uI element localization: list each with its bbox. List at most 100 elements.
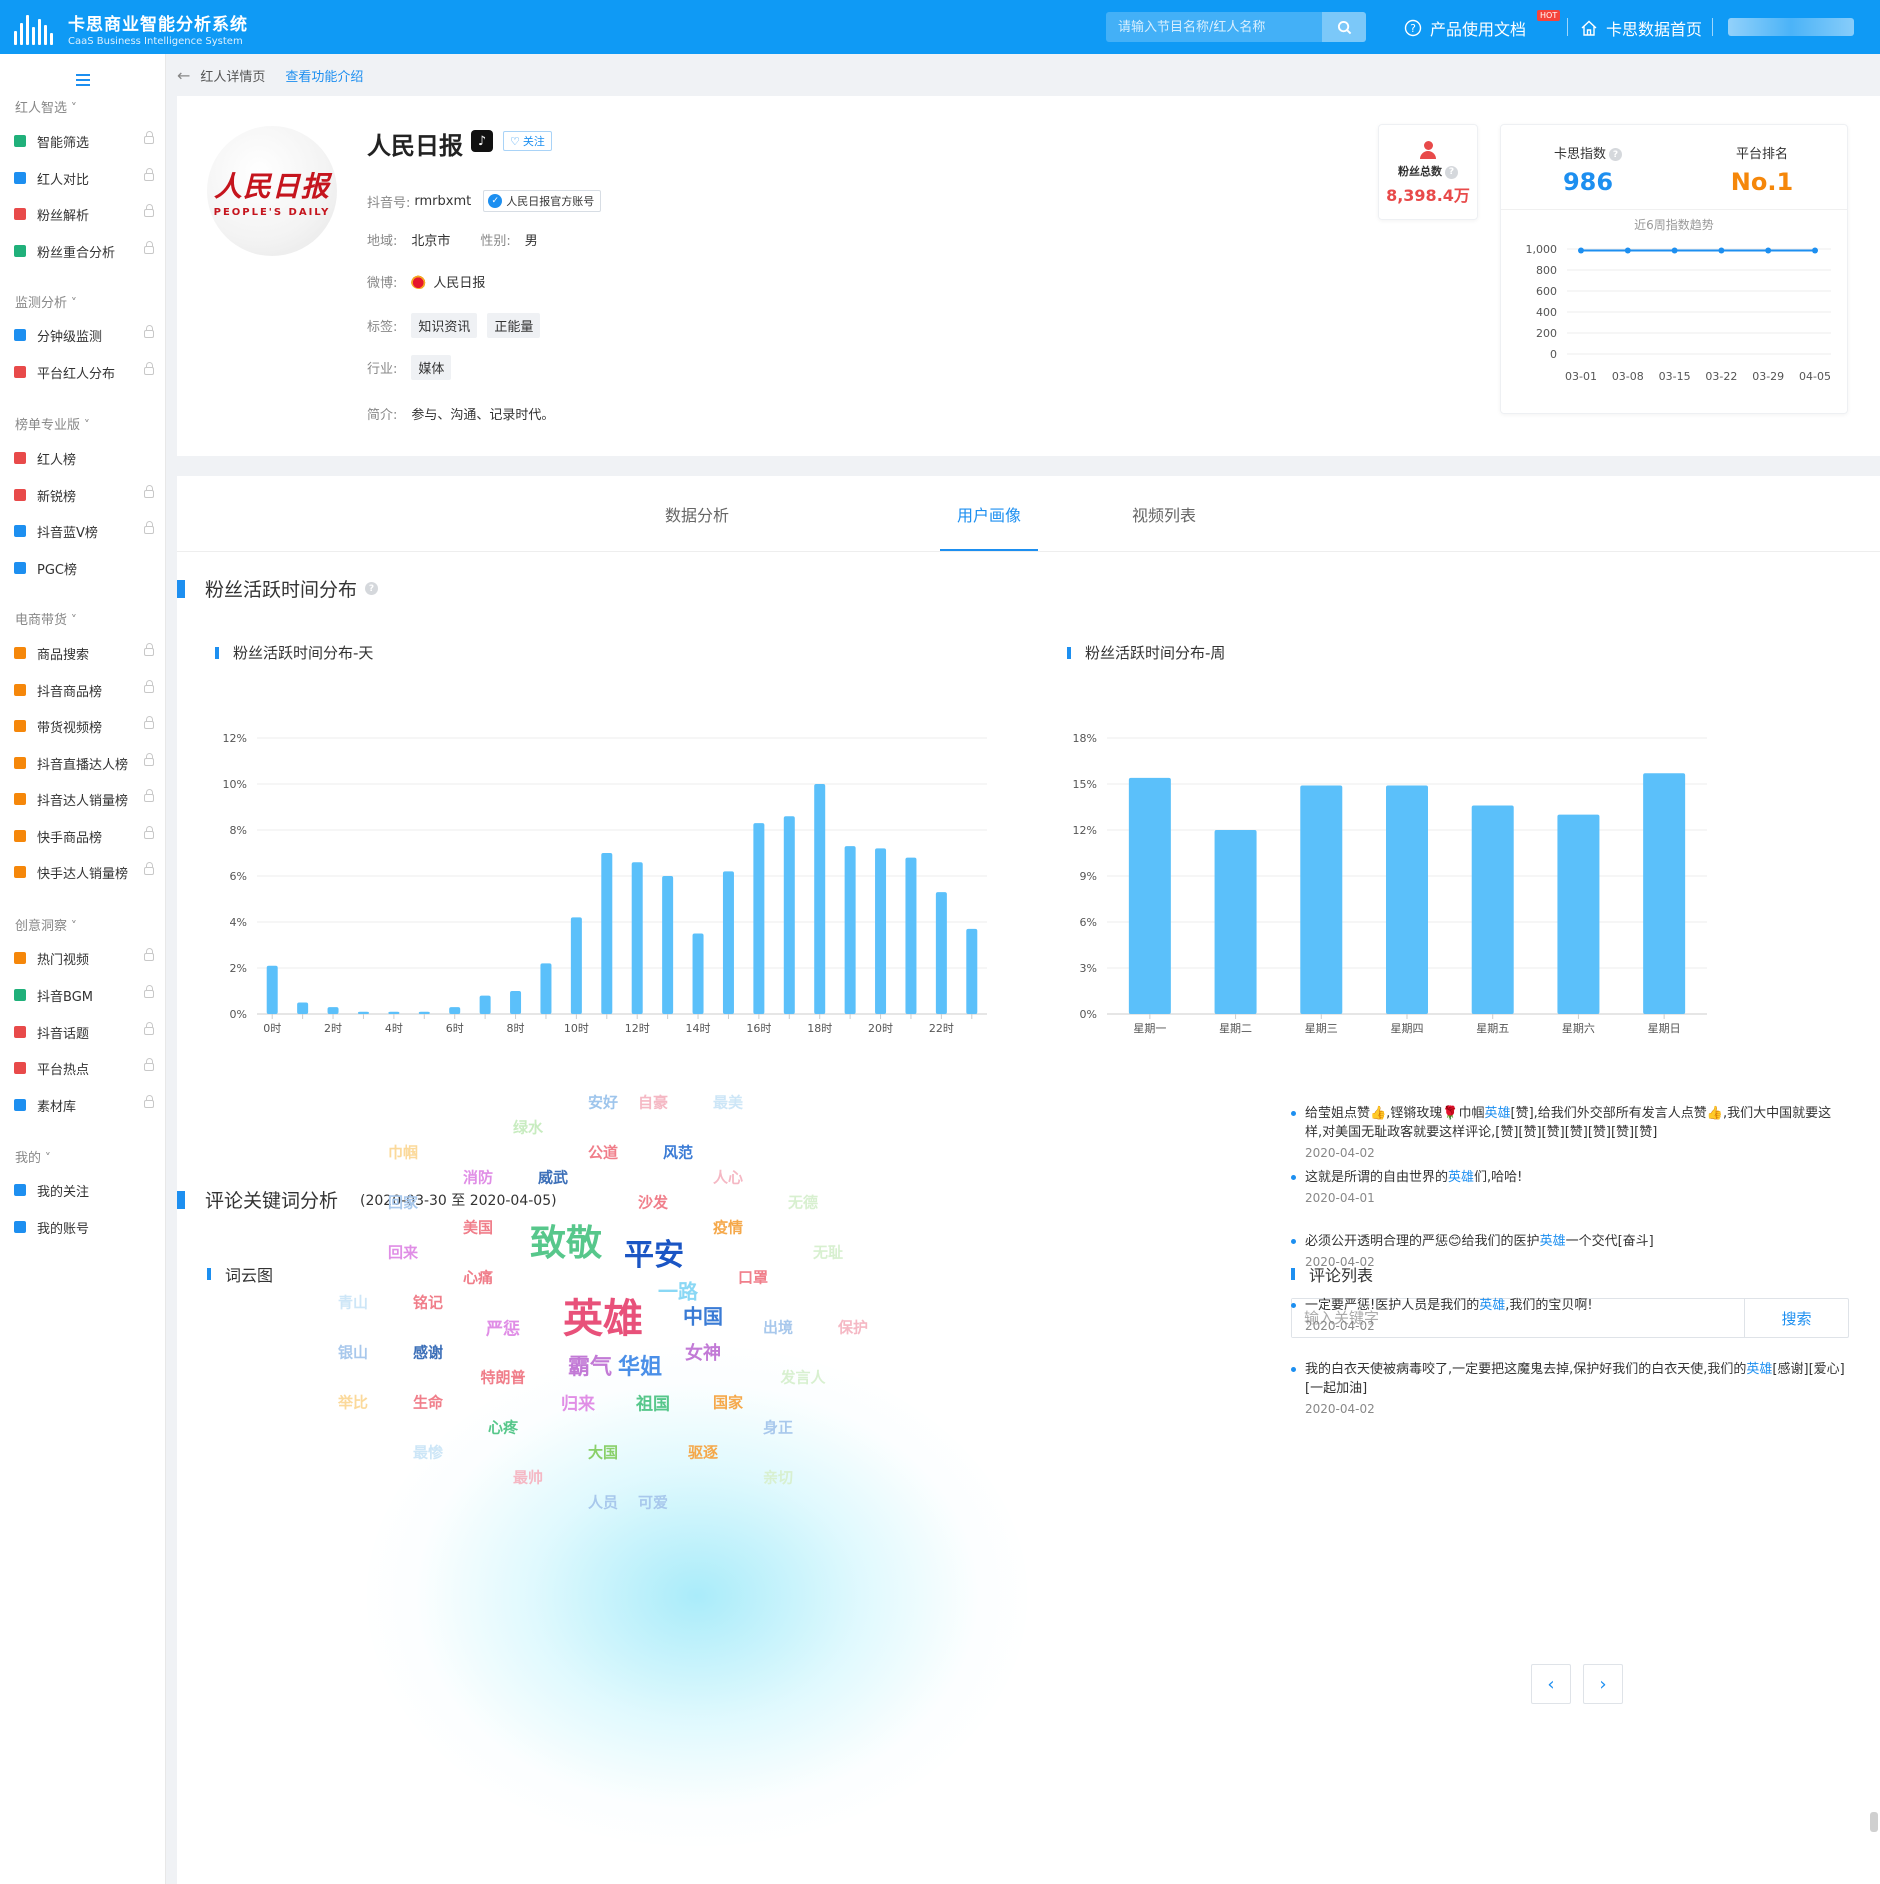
sidebar-item[interactable]: 抖音BGM	[14, 983, 154, 1007]
sidebar-item[interactable]: 快手达人销量榜	[14, 860, 154, 884]
word-cloud-word: 大国	[587, 1443, 619, 1462]
sidebar-item[interactable]: 分钟级监测	[14, 323, 154, 347]
sidebar-item[interactable]: 我的账号	[14, 1215, 154, 1239]
help-icon[interactable]: ?	[1609, 148, 1622, 161]
help-icon[interactable]: ?	[365, 582, 379, 595]
sidebar-item-label: 商品搜索	[37, 647, 90, 663]
follow-button[interactable]: ♡ 关注	[503, 131, 552, 151]
sidebar-section-title[interactable]: 创意洞察 ˅	[15, 919, 77, 934]
sidebar-section-title[interactable]: 榜单专业版 ˅	[15, 418, 90, 433]
avatar: 人民日报 PEOPLE'S DAILY	[207, 126, 337, 256]
comment-search-input[interactable]	[1292, 1299, 1744, 1337]
x-tick-label: 03-08	[1612, 370, 1644, 383]
word-cloud-header: 词云图	[207, 1262, 273, 1286]
crown-icon	[14, 452, 26, 464]
feature-intro-link[interactable]: 查看功能介绍	[285, 69, 364, 85]
bar	[1471, 805, 1514, 1014]
sidebar-item[interactable]: 抖音直播达人榜	[14, 751, 154, 775]
fans-value: 8,398.4万	[1386, 186, 1470, 205]
index-card: 卡思指数? 986 平台排名 No.1 近6周指数趋势 0 200 400 600 800…	[1500, 124, 1848, 414]
help-icon[interactable]: ?	[1445, 165, 1458, 179]
sidebar-item[interactable]: 抖音话题	[14, 1020, 154, 1044]
sidebar-item[interactable]: 抖音达人销量榜	[14, 787, 154, 811]
weibo-link[interactable]: 人民日报	[411, 272, 485, 291]
sidebar-item[interactable]: 素材库	[14, 1093, 154, 1117]
sidebar: 红人智选 ˅ 智能筛选红人对比粉丝解析粉丝重合分析监测分析 ˅ 分钟级监测平台红人分…	[0, 54, 166, 1884]
region-label: 地域:	[367, 234, 398, 249]
comment-list-header: 评论列表	[1291, 1262, 1373, 1286]
global-search-button[interactable]	[1322, 12, 1366, 42]
tab-video-list[interactable]: 视频列表	[1131, 506, 1196, 525]
word-cloud-word: 风范	[662, 1143, 694, 1162]
comment-date: 2020-04-02	[1305, 1255, 1375, 1269]
comment-item: 必须公开透明合理的严惩😊给我们的医护英雄一个交代[奋斗] 2020-04-02	[1291, 1232, 1847, 1272]
sidebar-item[interactable]: 平台红人分布	[14, 360, 154, 384]
word-cloud-word: 亲切	[762, 1468, 794, 1487]
sidebar-item[interactable]: 粉丝重合分析	[14, 239, 154, 263]
comment-text: 这就是所谓的自由世界的	[1305, 1170, 1449, 1185]
sidebar-item-label: 素材库	[37, 1099, 77, 1115]
sidebar-item[interactable]: 红人榜	[14, 446, 154, 470]
sidebar-item[interactable]: 商品搜索	[14, 641, 154, 665]
user-menu[interactable]	[1728, 18, 1854, 36]
y-tick-label: 600	[1536, 285, 1557, 298]
lock-icon	[144, 168, 154, 181]
sidebar-item[interactable]: 快手商品榜	[14, 824, 154, 848]
cart-icon	[14, 647, 26, 659]
y-tick-label: 6%	[1080, 916, 1097, 929]
menu-toggle-icon[interactable]	[76, 74, 90, 89]
sidebar-item-label: 热门视频	[37, 952, 90, 968]
sidebar-item[interactable]: 智能筛选	[14, 129, 154, 153]
sidebar-item[interactable]: PGC榜	[14, 556, 154, 580]
sidebar-item[interactable]: 粉丝解析	[14, 202, 154, 226]
sidebar-item[interactable]: 抖音蓝V榜	[14, 519, 154, 543]
kasi-index-value: 986	[1562, 168, 1614, 196]
app-logo[interactable]: 卡思商业智能分析系统 CaaS Business Intelligence Sy…	[12, 10, 248, 47]
next-page-button[interactable]: ›	[1583, 1664, 1623, 1704]
sidebar-section-title[interactable]: 红人智选 ˅	[15, 101, 77, 116]
x-tick-label: 星期一	[1133, 1022, 1166, 1035]
comment-keyword: 英雄	[1746, 1362, 1773, 1377]
word-cloud-word: 回家	[387, 1193, 419, 1212]
word-cloud-word: 绿水	[512, 1118, 544, 1137]
global-search-input[interactable]	[1106, 12, 1322, 42]
tab-user-profile[interactable]: 用户画像	[956, 506, 1021, 525]
sidebar-section-title[interactable]: 监测分析 ˅	[15, 296, 77, 311]
sidebar-item[interactable]: 红人对比	[14, 166, 154, 190]
intro-row: 简介: 参与、沟通、记录时代。	[367, 404, 554, 423]
sidebar-item[interactable]: 我的关注	[14, 1178, 154, 1202]
sidebar-item[interactable]: 抖音商品榜	[14, 678, 154, 702]
word-cloud-word: 中国	[683, 1304, 723, 1329]
word-cloud-word: 无耻	[812, 1243, 844, 1262]
fans-label: 粉丝总数	[1398, 165, 1442, 178]
sidebar-item[interactable]: 新锐榜	[14, 483, 154, 507]
back-arrow-icon[interactable]: ←	[177, 65, 191, 85]
sidebar-item[interactable]: 热门视频	[14, 946, 154, 970]
bar	[1128, 777, 1171, 1014]
docs-link[interactable]: ? 产品使用文档	[1404, 16, 1526, 40]
sidebar-item[interactable]: 平台热点	[14, 1056, 154, 1080]
bar	[357, 1011, 369, 1014]
prev-page-button[interactable]: ‹	[1531, 1664, 1571, 1704]
home-link[interactable]: 卡思数据首页	[1580, 16, 1702, 40]
page-scrollbar[interactable]	[1870, 1812, 1878, 1832]
sidebar-section-title[interactable]: 电商带货 ˅	[15, 613, 77, 628]
y-tick-label: 6%	[230, 870, 247, 883]
sidebar-item-label: 平台红人分布	[37, 366, 116, 382]
y-tick-label: 15%	[1073, 778, 1097, 791]
search-icon	[1337, 20, 1351, 34]
region-value: 北京市	[411, 234, 451, 249]
sidebar-item[interactable]: 带货视频榜	[14, 714, 154, 738]
x-tick-label: 16时	[746, 1022, 771, 1035]
sidebar-item-label: 粉丝解析	[37, 208, 90, 224]
sidebar-section-title[interactable]: 我的 ˅	[15, 1151, 51, 1166]
chevron-down-icon: ˅	[67, 919, 77, 933]
tab-data-analysis[interactable]: 数据分析	[664, 506, 729, 525]
word-cloud-word: 铭记	[412, 1293, 444, 1312]
word-cloud-word: 身正	[762, 1418, 794, 1437]
douyin-id-value: rmrbxmt	[414, 193, 472, 209]
bar	[1557, 814, 1600, 1014]
camera-icon	[14, 952, 26, 964]
x-tick-label: 03-29	[1752, 370, 1784, 383]
comment-search-button[interactable]: 搜索	[1744, 1299, 1848, 1337]
